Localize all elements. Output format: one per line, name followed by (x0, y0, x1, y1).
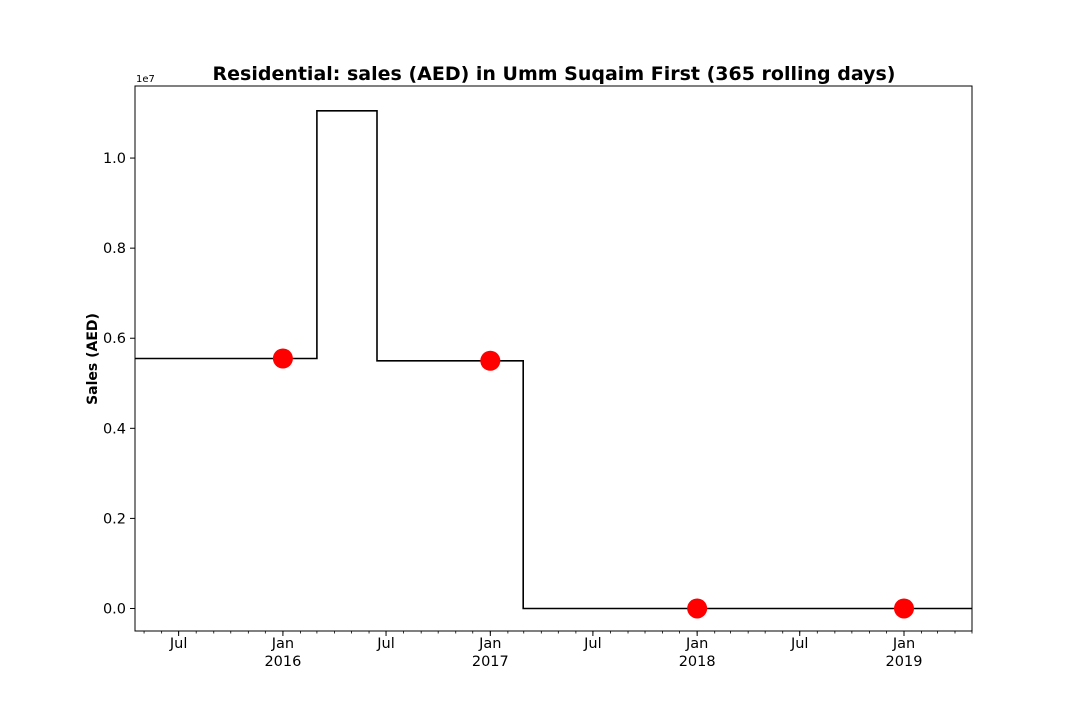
x-tick-year-label: 2018 (679, 654, 716, 670)
x-tick-label: Jul (376, 636, 395, 652)
x-tick-year-label: 2016 (264, 654, 301, 670)
y-tick-label: 0.8 (103, 241, 126, 257)
x-tick-label: Jul (790, 636, 809, 652)
y-tick-label: 0.4 (103, 421, 126, 437)
y-tick-label: 0.6 (103, 331, 126, 347)
plot-frame (134, 85, 973, 632)
x-tick-label: Jan (892, 636, 915, 652)
plot-area (135, 110, 972, 619)
year-start-marker (687, 598, 708, 619)
y-tick-label: 0.2 (103, 511, 126, 527)
x-tick-label: Jan (271, 636, 294, 652)
y-tick-label: 1.0 (103, 151, 126, 167)
year-start-marker (893, 598, 914, 619)
x-tick-year-label: 2017 (472, 654, 509, 670)
chart-title: Residential: sales (AED) in Umm Suqaim F… (213, 63, 896, 85)
year-start-marker (272, 348, 293, 369)
x-tick-year-label: 2019 (886, 654, 923, 670)
axes: 0.0 0.2 0.4 0.6 0.8 1.0 Jul Jan 2016 Jul Jan 2017 Ju… (103, 151, 973, 670)
x-tick-label: Jan (685, 636, 708, 652)
x-tick-label: Jul (583, 636, 602, 652)
y-axis-offset-label: 1e7 (136, 74, 155, 85)
x-tick-label: Jul (169, 636, 188, 652)
y-axis-label: Sales (AED) (85, 313, 101, 405)
sales-step-line (135, 110, 972, 610)
year-start-marker (480, 350, 501, 371)
x-tick-label: Jan (478, 636, 501, 652)
y-tick-label: 0.0 (103, 601, 126, 617)
